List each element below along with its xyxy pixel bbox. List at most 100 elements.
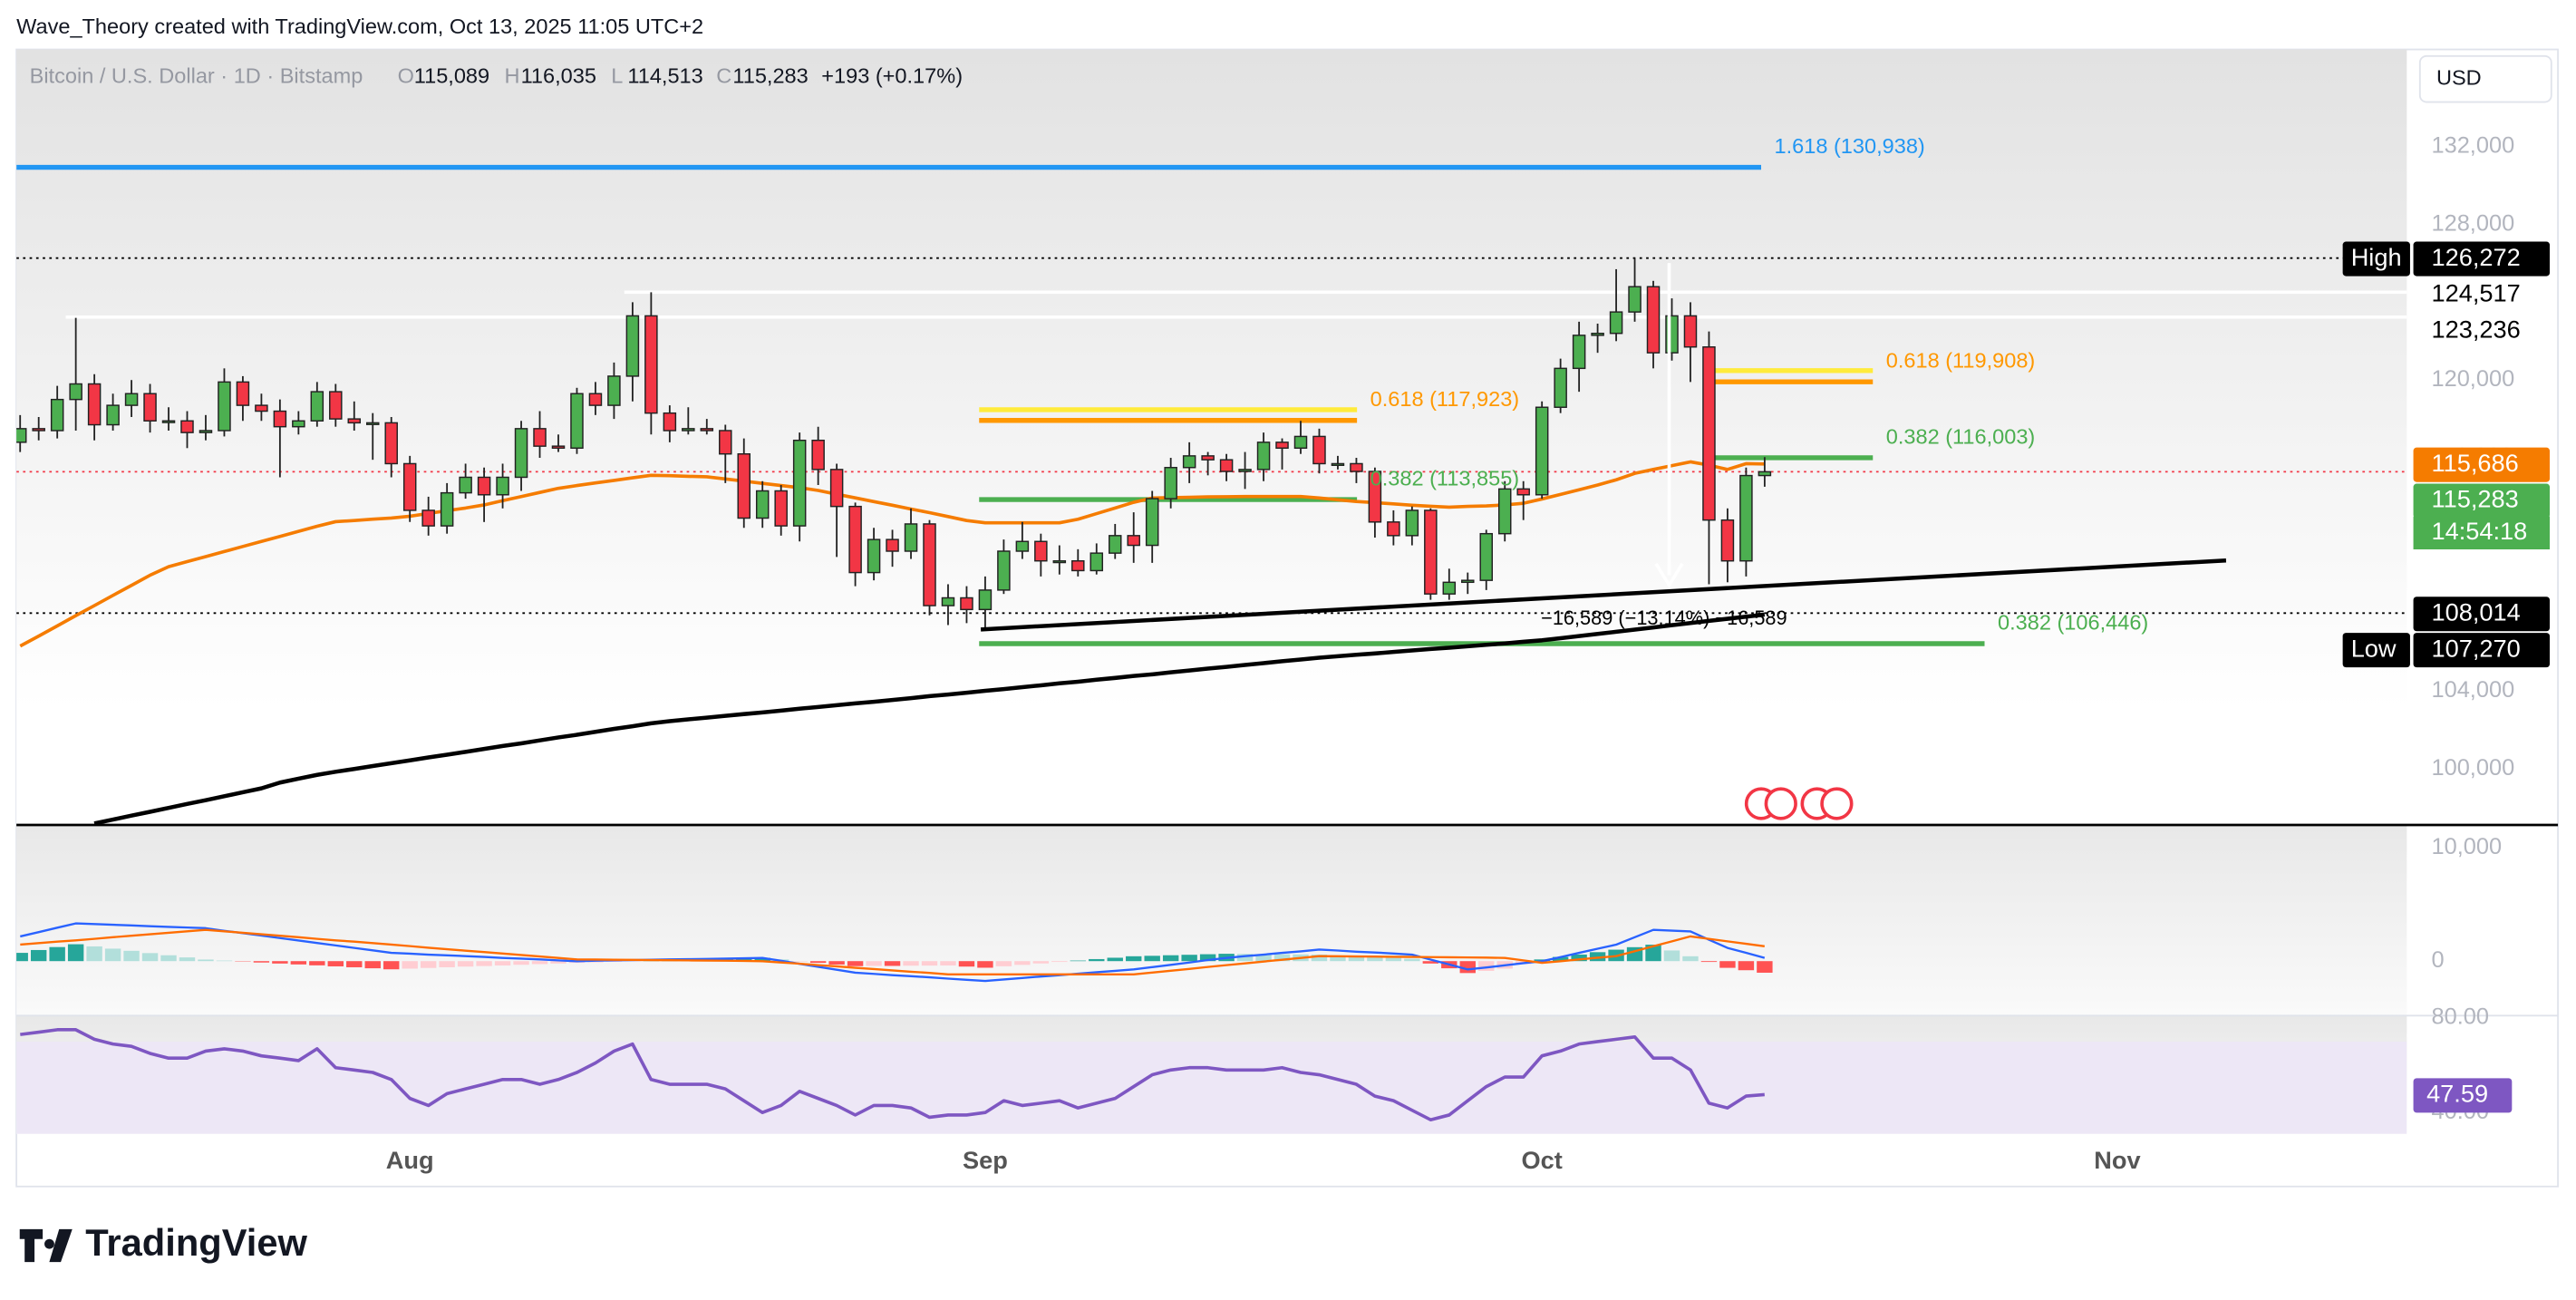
candle-body: [1238, 469, 1252, 472]
histogram-bar: [476, 961, 492, 966]
tag-box: [2342, 633, 2410, 668]
candle-body: [719, 430, 732, 455]
price-label-box: [2413, 447, 2550, 482]
candle-body: [1572, 335, 1586, 370]
candle-body: [1275, 441, 1289, 450]
candle-body: [421, 509, 435, 527]
histogram-bar: [1385, 957, 1402, 962]
histogram-bar: [1348, 956, 1365, 962]
candle-body: [218, 381, 231, 432]
candle-body: [811, 439, 825, 471]
histogram-bar: [1089, 958, 1105, 962]
candle-body: [1646, 286, 1661, 354]
arrow-head: [1654, 562, 1684, 588]
candle-body: [292, 420, 305, 428]
level-label: 0.382 (113,855): [1370, 467, 1520, 490]
drawings: [980, 263, 2227, 820]
candle-body: [755, 490, 770, 519]
candle-body: [1071, 559, 1085, 572]
price-label: 115,283: [2432, 485, 2519, 513]
histogram-bar: [1126, 956, 1142, 962]
price-label: 126,272: [2432, 243, 2521, 271]
logo-icon: [19, 1228, 73, 1263]
candle-body: [402, 462, 417, 511]
x-tick-label: Sep: [963, 1146, 1008, 1174]
price-label-box: [2413, 241, 2550, 276]
currency-button[interactable]: [2418, 54, 2552, 103]
candle-body: [570, 393, 584, 450]
line: [93, 612, 1766, 826]
histogram-bar: [736, 958, 752, 962]
logo-text: TradingView: [85, 1221, 307, 1264]
rsi-plot: [16, 1028, 2407, 1134]
histogram-bar: [327, 961, 344, 966]
candle-body: [50, 398, 64, 432]
price-label-box: [2413, 314, 2550, 349]
candle-body: [1461, 579, 1475, 584]
candle-body: [923, 523, 936, 606]
histogram-bar: [1181, 955, 1197, 962]
candle-body: [829, 469, 844, 508]
candle-body: [1591, 333, 1604, 336]
candle-body: [1702, 346, 1716, 521]
tag: Low: [2351, 634, 2397, 662]
histogram-bar: [921, 961, 938, 966]
histogram-bar: [977, 961, 993, 968]
candle-body: [1516, 488, 1530, 496]
symbol-title: Bitcoin / U.S. Dollar · 1D · Bitstamp: [30, 64, 363, 88]
rsi-value-box: [2413, 1078, 2513, 1113]
event-icon: [1764, 787, 1797, 820]
candle-body: [365, 422, 380, 425]
histogram-bar: [494, 961, 511, 965]
level-label: 1.618 (130,938): [1775, 134, 1925, 158]
histogram-bar: [123, 950, 140, 962]
candle-body: [199, 430, 213, 433]
histogram-bar: [1719, 961, 1736, 968]
measure-label: −16,589 (−13.14%) −16,589: [1541, 606, 1787, 629]
macd-plot: [16, 922, 1773, 983]
y-tick-label: 132,000: [2432, 132, 2515, 158]
histogram-bar: [253, 961, 270, 963]
candle-body: [997, 550, 1011, 591]
level-label: 0.618 (119,908): [1886, 349, 2036, 373]
candle-body: [16, 428, 27, 443]
candle-body: [496, 476, 509, 496]
histogram-bar: [1757, 961, 1773, 973]
histogram-bar: [1367, 956, 1383, 962]
price-label: 107,270: [2432, 634, 2521, 662]
ohlc-legend: O 115,089 H 116,035 L 114,513 C 115,283: [398, 64, 809, 88]
histogram-bar: [1070, 960, 1086, 962]
candle-body: [978, 589, 993, 611]
candle-body: [514, 428, 528, 479]
candle-body: [1052, 559, 1067, 564]
candle-body: [255, 404, 268, 412]
histogram-bar: [1162, 955, 1179, 962]
currency[interactable]: USD: [2436, 65, 2482, 89]
histogram-bar: [86, 946, 102, 962]
histogram-bar: [179, 957, 196, 962]
histogram-bar: [383, 961, 400, 970]
y-tick-label: 0: [2432, 947, 2445, 973]
histogram-bar: [866, 961, 882, 966]
countdown: 14:54:18: [2432, 517, 2528, 545]
candle-body: [1201, 455, 1215, 461]
histogram-bar: [809, 961, 827, 964]
histogram-bar: [309, 961, 325, 965]
tag-box: [2342, 241, 2410, 276]
candle-body: [106, 404, 120, 426]
candle-body: [1387, 521, 1400, 537]
line: [19, 460, 1765, 648]
histogram-bar: [1663, 950, 1680, 962]
macd-pane: [16, 825, 2407, 1016]
histogram-bar: [1571, 954, 1587, 962]
candle-body: [143, 393, 157, 422]
histogram-bar: [141, 953, 159, 962]
candle-body: [1609, 311, 1623, 335]
candle-body: [867, 538, 881, 574]
candle-body: [440, 491, 454, 527]
histogram-bar: [1199, 954, 1216, 962]
histogram-bar: [216, 960, 233, 962]
candle-body: [644, 315, 658, 414]
histogram-bar: [402, 961, 418, 969]
candle-body: [1479, 532, 1493, 581]
